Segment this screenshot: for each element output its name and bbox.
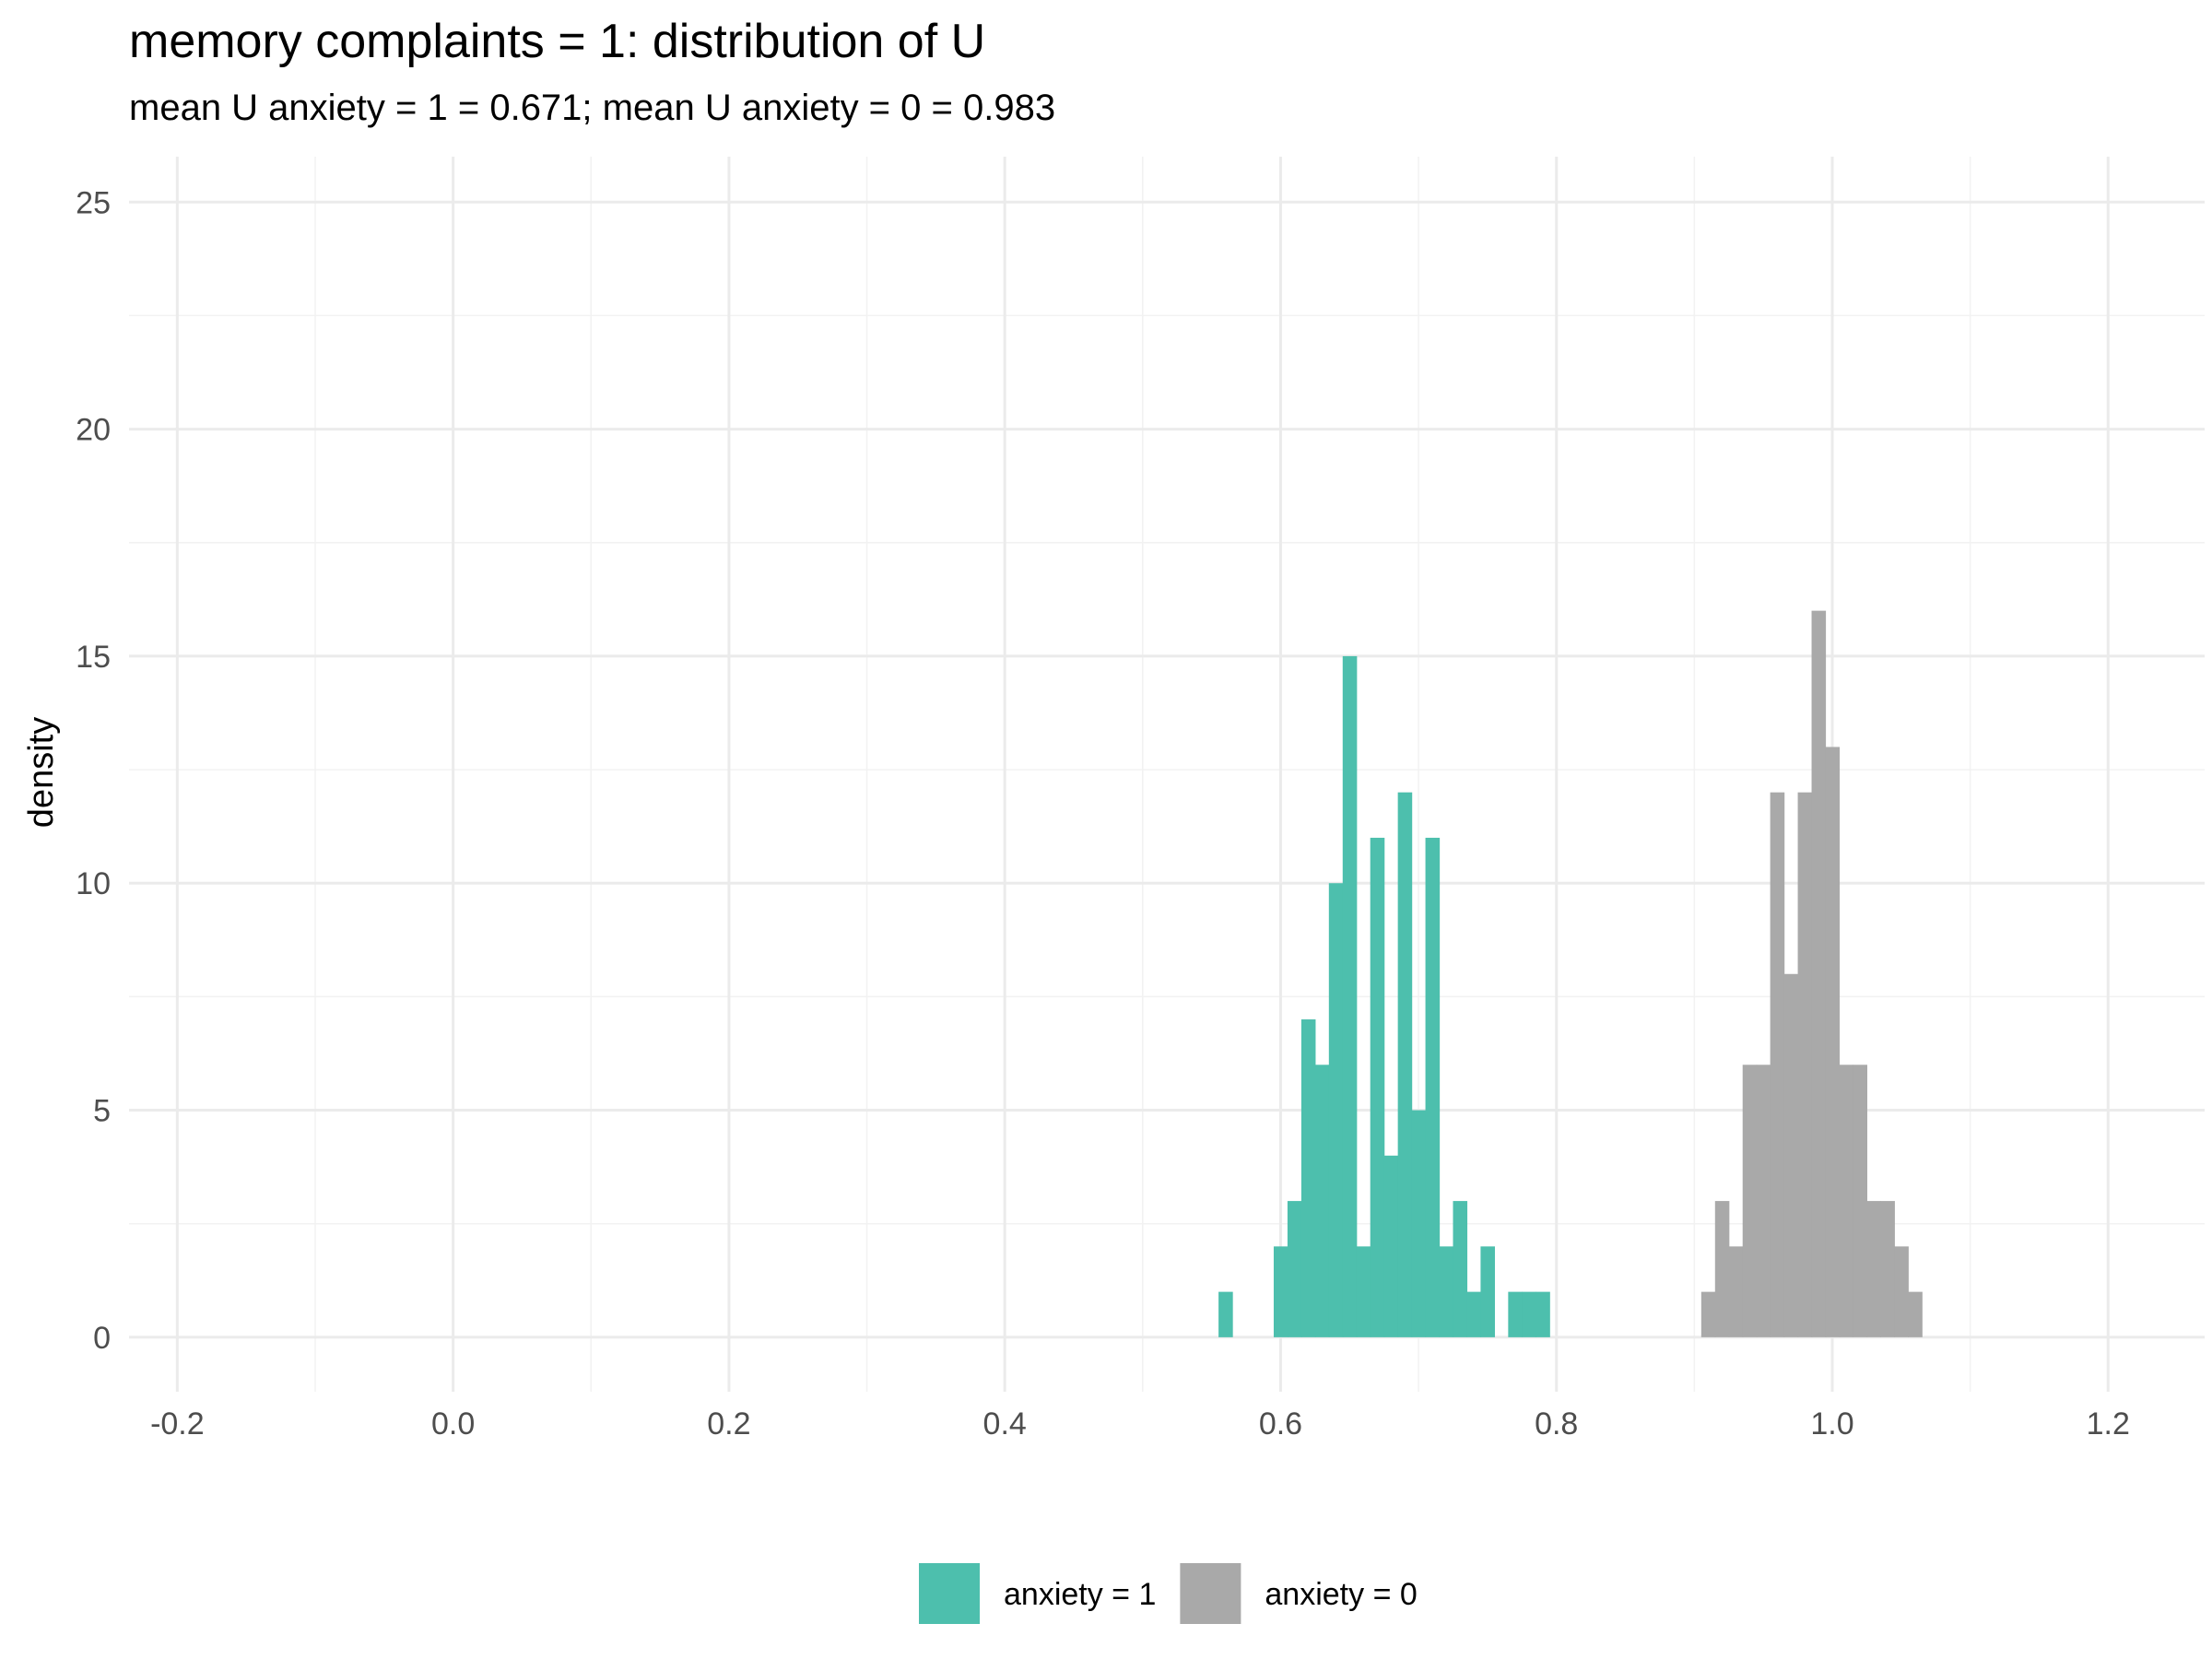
chart-subtitle: mean U anxiety = 1 = 0.671; mean U anxie… bbox=[129, 88, 1055, 128]
chart-title: memory complaints = 1: distribution of U bbox=[129, 15, 985, 68]
histogram-bar bbox=[1535, 1291, 1550, 1337]
x-tick-label: 1.0 bbox=[1810, 1406, 1853, 1441]
histogram-bar bbox=[1466, 1291, 1482, 1337]
histogram-bar bbox=[1839, 1065, 1854, 1337]
y-axis-ticks: 0 5 10 15 20 25 bbox=[76, 185, 111, 1356]
legend-key bbox=[1180, 1563, 1241, 1624]
histogram-bar bbox=[1908, 1291, 1923, 1337]
legend-key bbox=[919, 1563, 980, 1624]
y-tick-label: 10 bbox=[76, 866, 111, 901]
x-tick-label: 0.0 bbox=[431, 1406, 475, 1441]
histogram-bar bbox=[1866, 1201, 1881, 1337]
histogram-bars bbox=[1218, 610, 1923, 1337]
histogram-bar bbox=[1273, 1246, 1288, 1337]
histogram-bar bbox=[1853, 1065, 1867, 1337]
legend: anxiety = 1 anxiety = 0 bbox=[919, 1563, 1418, 1624]
histogram-bar bbox=[1756, 1065, 1771, 1337]
y-tick-label: 0 bbox=[93, 1321, 111, 1356]
histogram-bar bbox=[1508, 1291, 1523, 1337]
histogram-bar bbox=[1714, 1201, 1730, 1337]
legend-label: anxiety = 1 bbox=[1004, 1577, 1156, 1612]
y-tick-label: 5 bbox=[93, 1094, 111, 1129]
histogram-bar bbox=[1370, 837, 1385, 1337]
y-tick-label: 25 bbox=[76, 185, 111, 220]
y-tick-label: 15 bbox=[76, 640, 111, 675]
y-tick-label: 20 bbox=[76, 413, 111, 448]
histogram-bar bbox=[1397, 792, 1413, 1337]
histogram-bar bbox=[1300, 1019, 1316, 1337]
histogram-bar bbox=[1825, 747, 1841, 1337]
histogram-bar bbox=[1783, 973, 1799, 1337]
legend-label: anxiety = 0 bbox=[1265, 1577, 1417, 1612]
histogram-bar bbox=[1314, 1065, 1330, 1337]
histogram-bar bbox=[1411, 1110, 1427, 1337]
histogram-bar bbox=[1894, 1246, 1909, 1337]
histogram-bar bbox=[1880, 1201, 1895, 1337]
x-tick-label: 0.2 bbox=[707, 1406, 750, 1441]
histogram-bar bbox=[1811, 610, 1827, 1337]
histogram-bar bbox=[1425, 837, 1441, 1337]
y-axis-title: density bbox=[22, 717, 61, 828]
histogram-bar bbox=[1770, 792, 1785, 1337]
x-tick-label: 0.6 bbox=[1259, 1406, 1302, 1441]
histogram-bar bbox=[1342, 655, 1358, 1337]
histogram-bar bbox=[1218, 1291, 1233, 1337]
histogram-bar bbox=[1728, 1246, 1744, 1337]
x-tick-label: 0.4 bbox=[983, 1406, 1027, 1441]
histogram-bar bbox=[1287, 1201, 1302, 1337]
histogram-bar bbox=[1453, 1201, 1468, 1337]
histogram-bar bbox=[1328, 883, 1344, 1337]
histogram-bar bbox=[1522, 1291, 1536, 1337]
x-tick-label: 0.8 bbox=[1535, 1406, 1578, 1441]
histogram-bar bbox=[1383, 1155, 1399, 1337]
histogram-bar bbox=[1700, 1291, 1716, 1337]
histogram-bar bbox=[1742, 1065, 1758, 1337]
histogram-bar bbox=[1356, 1246, 1371, 1337]
x-tick-label: 1.2 bbox=[2087, 1406, 2130, 1441]
histogram-bar bbox=[1480, 1246, 1495, 1337]
histogram-bar bbox=[1439, 1246, 1454, 1337]
histogram-bar bbox=[1797, 792, 1813, 1337]
x-axis-ticks: -0.2 0.0 0.2 0.4 0.6 0.8 1.0 1.2 bbox=[150, 1406, 2130, 1441]
x-tick-label: -0.2 bbox=[150, 1406, 205, 1441]
